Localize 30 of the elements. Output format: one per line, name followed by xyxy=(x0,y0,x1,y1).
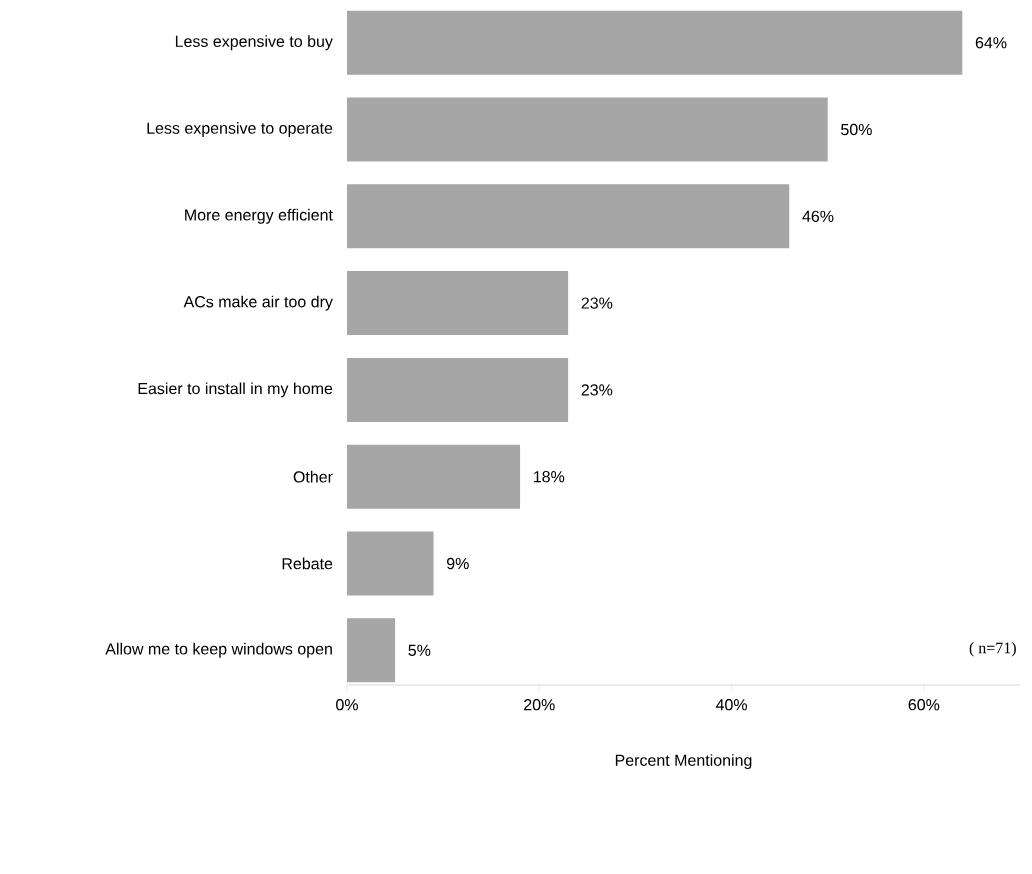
bar xyxy=(347,184,790,249)
y-tick-label: Allow me to keep windows open xyxy=(105,642,332,658)
bar xyxy=(347,531,434,596)
y-tick-label: More energy efficient xyxy=(185,208,333,224)
x-tick-label: 60% xyxy=(908,699,940,711)
y-tick-label: Easier to install in my home xyxy=(138,382,333,398)
bar xyxy=(347,618,396,683)
bar xyxy=(347,271,569,336)
y-tick-label: ACs make air too dry xyxy=(183,295,333,311)
data-label: 18% xyxy=(533,471,565,483)
data-label: 46% xyxy=(802,210,834,222)
x-tick-label: 40% xyxy=(715,699,748,711)
annotation: ( n=71) xyxy=(969,642,1016,657)
data-label: 5% xyxy=(408,644,431,656)
x-axis-title: Percent Mentioning xyxy=(615,754,752,770)
x-tick-label: 0% xyxy=(336,699,358,711)
y-tick-label: Rebate xyxy=(282,557,333,570)
bar xyxy=(347,357,569,422)
y-tick-label: Less expensive to operate xyxy=(147,122,333,137)
y-tick-label: Other xyxy=(293,470,333,483)
y-tick-label: Less expensive to buy xyxy=(175,35,333,51)
bar xyxy=(347,10,963,75)
bar xyxy=(347,97,828,162)
bar xyxy=(347,444,521,509)
data-label: 9% xyxy=(446,557,469,570)
data-label: 50% xyxy=(841,123,872,136)
data-label: 23% xyxy=(581,384,613,396)
x-tick-label: 20% xyxy=(524,699,555,711)
data-label: 64% xyxy=(975,37,1007,49)
data-label: 23% xyxy=(581,297,613,309)
